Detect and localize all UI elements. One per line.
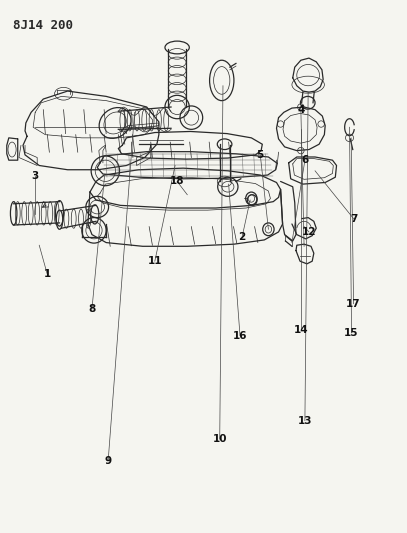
Text: 15: 15 [344, 328, 359, 338]
Text: 4: 4 [297, 104, 304, 115]
Text: 13: 13 [298, 416, 312, 426]
Text: 1: 1 [44, 270, 51, 279]
Text: 17: 17 [346, 298, 361, 309]
Text: 10: 10 [212, 434, 227, 445]
Text: 5: 5 [257, 150, 264, 160]
Text: 9: 9 [105, 456, 112, 465]
Text: 7: 7 [350, 214, 357, 224]
Text: 16: 16 [233, 330, 247, 341]
Text: 11: 11 [148, 256, 162, 266]
Text: 14: 14 [293, 325, 308, 335]
Text: 8J14 200: 8J14 200 [13, 19, 73, 33]
Text: 8: 8 [88, 304, 96, 314]
Text: 12: 12 [302, 227, 316, 237]
Text: 3: 3 [32, 171, 39, 181]
Text: 2: 2 [239, 232, 246, 243]
Text: 6: 6 [301, 155, 309, 165]
Text: 18: 18 [170, 176, 184, 187]
